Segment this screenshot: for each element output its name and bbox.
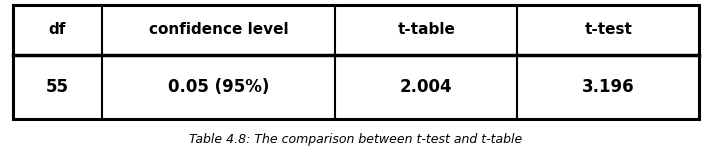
Text: 3.196: 3.196 bbox=[582, 78, 634, 96]
Bar bbox=[102, 55, 335, 119]
Bar bbox=[335, 5, 518, 55]
Text: 2.004: 2.004 bbox=[400, 78, 453, 96]
Text: t-table: t-table bbox=[397, 22, 455, 37]
Bar bbox=[13, 5, 699, 119]
Text: 55: 55 bbox=[46, 78, 69, 96]
Bar bbox=[518, 55, 699, 119]
Bar bbox=[13, 5, 102, 55]
Bar bbox=[13, 55, 102, 119]
Text: df: df bbox=[48, 22, 66, 37]
Text: t-test: t-test bbox=[585, 22, 632, 37]
Text: 0.05 (95%): 0.05 (95%) bbox=[168, 78, 269, 96]
Text: confidence level: confidence level bbox=[149, 22, 288, 37]
Bar bbox=[102, 5, 335, 55]
Bar bbox=[518, 5, 699, 55]
Text: Table 4.8: The comparison between t-test and t-table: Table 4.8: The comparison between t-test… bbox=[189, 133, 523, 146]
Bar bbox=[335, 55, 518, 119]
